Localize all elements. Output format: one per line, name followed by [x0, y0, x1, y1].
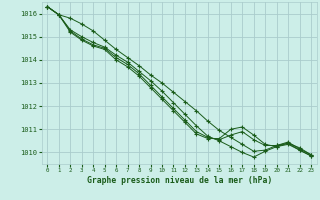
X-axis label: Graphe pression niveau de la mer (hPa): Graphe pression niveau de la mer (hPa)	[87, 176, 272, 185]
